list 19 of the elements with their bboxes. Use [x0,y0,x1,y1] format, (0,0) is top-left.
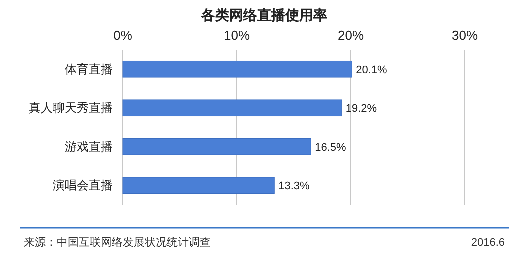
y-tick-label: 游戏直播 [65,140,113,154]
data-label: 13.3% [278,180,310,193]
data-label: 19.2% [346,103,378,116]
data-label: 20.1% [356,64,388,76]
source-note: 来源：中国互联网络发展状况统计调查 [24,236,211,249]
x-tick-label: 0% [114,28,133,43]
x-tick-label: 10% [224,28,250,43]
bar [122,60,352,78]
chart-title: 各类网络直播使用率 [200,7,328,23]
y-tick-label: 真人聊天秀直播 [29,101,113,116]
data-label: 16.5% [315,142,347,154]
x-tick-label: 20% [338,28,364,43]
text: 2016.6 [471,237,505,249]
bar [122,138,312,156]
bar [122,177,275,194]
y-tick-label: 体育直播 [65,62,113,76]
x-tick-label: 30% [452,28,478,43]
y-tick-label: 演唱会直播 [53,178,113,193]
bar [122,100,342,117]
